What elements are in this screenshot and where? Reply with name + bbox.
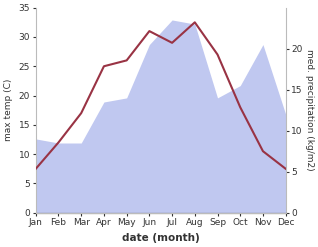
X-axis label: date (month): date (month) <box>122 233 200 243</box>
Y-axis label: med. precipitation (kg/m2): med. precipitation (kg/m2) <box>305 49 314 171</box>
Y-axis label: max temp (C): max temp (C) <box>4 79 13 141</box>
